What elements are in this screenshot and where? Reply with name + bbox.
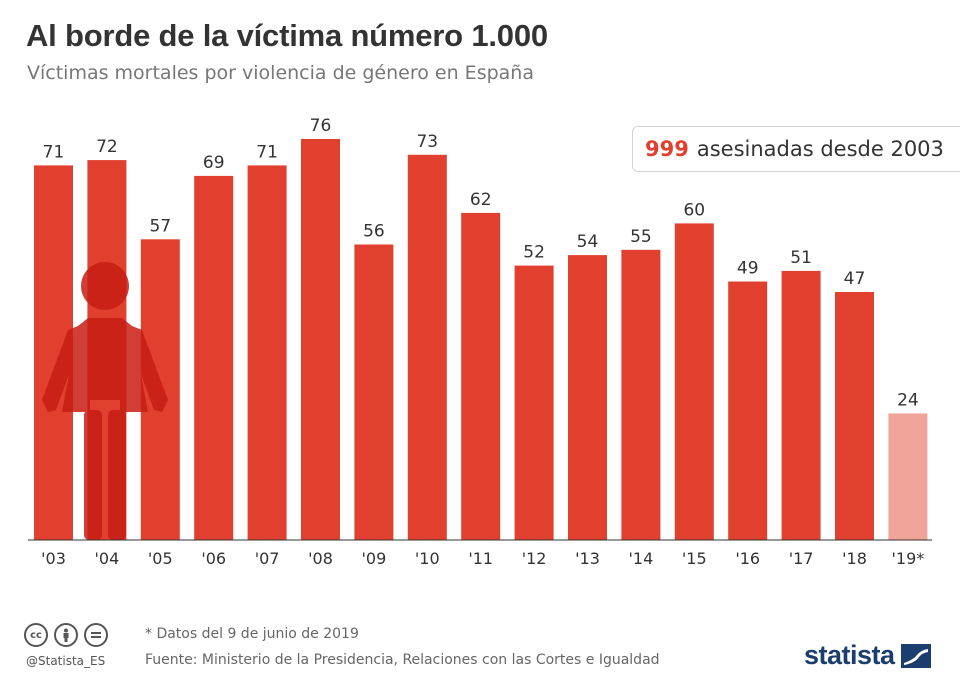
bar-4 (247, 165, 287, 540)
value-label-15: 47 (844, 269, 866, 289)
x-tick-label-15: '18 (842, 549, 867, 568)
bar-13 (728, 281, 768, 540)
bar-6 (354, 244, 394, 540)
value-label-13: 49 (737, 259, 759, 279)
twitter-handle[interactable]: @Statista_ES (26, 654, 106, 668)
x-tick-label-4: '07 (255, 549, 280, 568)
x-tick-label-3: '06 (201, 549, 226, 568)
bar-3 (194, 175, 234, 540)
callout-number: 999 (645, 137, 689, 161)
total-callout: 999 asesinadas desde 2003 (632, 126, 960, 172)
bar-11 (621, 249, 661, 541)
x-tick-label-12: '15 (682, 549, 707, 568)
license-icons: cc (24, 623, 108, 647)
value-label-6: 56 (363, 222, 385, 242)
value-label-14: 51 (790, 248, 812, 268)
cc-license-icon[interactable]: cc (24, 623, 48, 647)
value-label-1: 72 (96, 137, 118, 157)
x-tick-label-6: '09 (362, 549, 387, 568)
no-derivatives-icon[interactable] (84, 623, 108, 647)
bar-9 (514, 265, 554, 540)
statista-mark-icon (900, 643, 931, 668)
bar-5 (301, 139, 340, 540)
data-note: * Datos del 9 de junio de 2019 (145, 626, 359, 642)
bar-15 (835, 292, 874, 540)
bar-16 (888, 413, 928, 540)
bar-12 (674, 223, 714, 540)
value-label-4: 71 (256, 142, 278, 162)
bar-10 (568, 255, 607, 540)
woman-figure-icon (42, 262, 168, 540)
x-tick-label-13: '16 (735, 549, 760, 568)
value-labels-group: 71 72 57 69 71 76 56 73 62 52 54 55 60 49 51 47 24 (43, 116, 919, 410)
x-tick-label-1: '04 (95, 549, 120, 568)
value-label-2: 57 (149, 216, 171, 236)
x-tick-label-14: '17 (789, 549, 814, 568)
value-label-11: 55 (630, 227, 652, 247)
source-text: Fuente: Ministerio de la Presidencia, Re… (145, 652, 660, 668)
value-label-8: 62 (470, 190, 492, 210)
bar-8 (461, 212, 501, 540)
x-tick-label-7: '10 (415, 549, 440, 568)
x-tick-label-11: '14 (629, 549, 654, 568)
x-tick-label-10: '13 (575, 549, 600, 568)
value-label-3: 69 (203, 153, 225, 173)
bar-14 (781, 270, 821, 540)
person-icon (63, 628, 69, 642)
value-label-9: 52 (523, 243, 545, 263)
x-tick-label-2: '05 (148, 549, 173, 568)
bar-7 (407, 154, 447, 541)
x-tick-label-16: '19* (892, 549, 925, 568)
x-tick-label-9: '12 (522, 549, 547, 568)
chart-subtitle: Víctimas mortales por violencia de géner… (27, 62, 534, 84)
x-tick-label-8: '11 (468, 549, 493, 568)
value-label-12: 60 (683, 200, 705, 220)
x-tick-label-0: '03 (41, 549, 66, 568)
statista-logo[interactable]: statista (804, 640, 931, 671)
value-label-5: 76 (310, 116, 332, 136)
callout-text: asesinadas desde 2003 (696, 137, 944, 161)
x-tick-label-5: '08 (308, 549, 333, 568)
attribution-icon[interactable] (54, 623, 78, 647)
value-label-0: 71 (43, 142, 65, 162)
value-label-7: 73 (416, 132, 438, 152)
x-tick-labels-group: '03 '04 '05 '06 '07 '08 '09 '10 '11 '12 '13 '14 '15 '… (41, 549, 924, 568)
value-label-10: 54 (577, 232, 599, 252)
equals-icon (91, 632, 101, 638)
logo-text: statista (804, 640, 895, 670)
value-label-16: 24 (897, 390, 919, 410)
chart-title: Al borde de la víctima número 1.000 (26, 18, 548, 53)
